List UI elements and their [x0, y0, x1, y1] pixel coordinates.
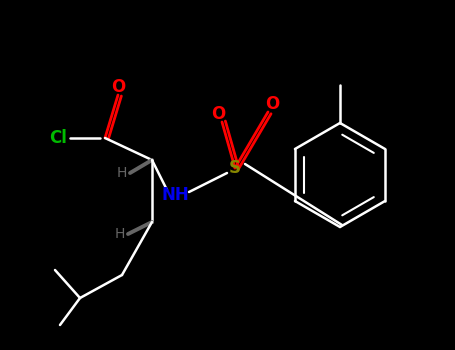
Text: O: O — [211, 105, 225, 123]
Text: H: H — [115, 227, 125, 241]
Text: S: S — [229, 159, 241, 177]
Text: H: H — [117, 166, 127, 180]
Text: O: O — [265, 95, 279, 113]
Text: NH: NH — [161, 186, 189, 204]
Text: Cl: Cl — [49, 129, 67, 147]
Text: O: O — [111, 78, 125, 96]
